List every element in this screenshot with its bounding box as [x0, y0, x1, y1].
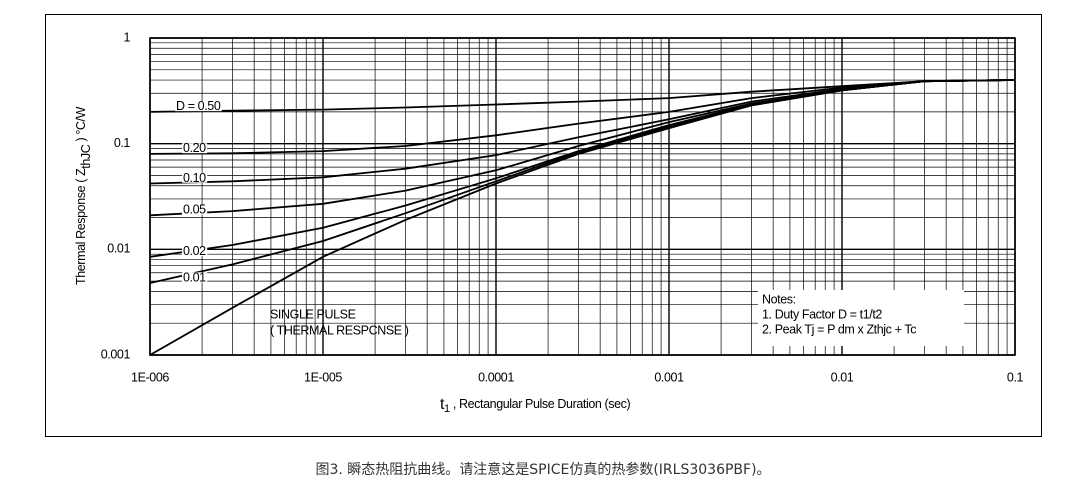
x-axis-label: t1 , Rectangular Pulse Duration (sec): [440, 396, 631, 415]
series-label: 0.05: [183, 203, 206, 217]
y-tick-label: 0.001: [101, 347, 131, 361]
plot-border: [149, 37, 1016, 356]
note: 2. Peak Tj = P dm x Zthjc + Tc: [762, 322, 916, 336]
series-label: 0.10: [183, 171, 206, 185]
label-bg: [182, 204, 208, 215]
series-line: [149, 79, 1016, 155]
notes-box: [758, 290, 964, 346]
label-bg: [182, 172, 208, 183]
x-axis-label-main: t: [440, 396, 445, 413]
frame: [45, 14, 1042, 437]
note: 1. Duty Factor D = t1/t2: [762, 307, 882, 321]
series-label: 0.02: [183, 244, 206, 258]
label-bg: [182, 246, 208, 257]
series-label: SINGLE PULSE: [270, 307, 356, 321]
y-tick-label: 0.1: [114, 136, 131, 150]
label-bg: [182, 143, 208, 154]
y-axis-label-rest: ) °C/W: [74, 106, 88, 144]
series-line: [149, 79, 1016, 185]
series-note: ( THERMAL RESPCNSE ): [270, 323, 409, 337]
y-tick-label: 1: [123, 30, 130, 44]
caption: 图3. 瞬态热阻抗曲线。请注意这是SPICE仿真的热参数(IRLS3036PBF…: [315, 461, 770, 478]
x-tick-label: 1E-006: [131, 370, 169, 384]
series-label: 0.01: [183, 270, 206, 284]
series-line: [149, 79, 1016, 356]
y-axis-label-main: Thermal Response ( Z: [74, 168, 88, 285]
x-tick-label: 0.01: [831, 370, 854, 384]
x-axis-label-sub: 1: [444, 403, 450, 415]
x-axis-label-rest: , Rectangular Pulse Duration (sec): [450, 397, 631, 411]
series-label: 0.20: [183, 141, 206, 155]
y-axis-label: Thermal Response ( ZthJC ) °C/W: [74, 106, 93, 285]
y-tick-label: 0.01: [107, 242, 130, 256]
note: Notes:: [762, 292, 796, 306]
series-label: D = 0.50: [176, 99, 221, 113]
y-axis-label-sub: thJC: [79, 144, 93, 168]
x-tick-label: 0.0001: [478, 370, 514, 384]
x-tick-label: 0.1: [1007, 370, 1024, 384]
x-tick-label: 0.001: [654, 370, 684, 384]
x-tick-label: 1E-005: [304, 370, 342, 384]
label-bg: [175, 101, 222, 112]
label-bg: [182, 272, 208, 283]
